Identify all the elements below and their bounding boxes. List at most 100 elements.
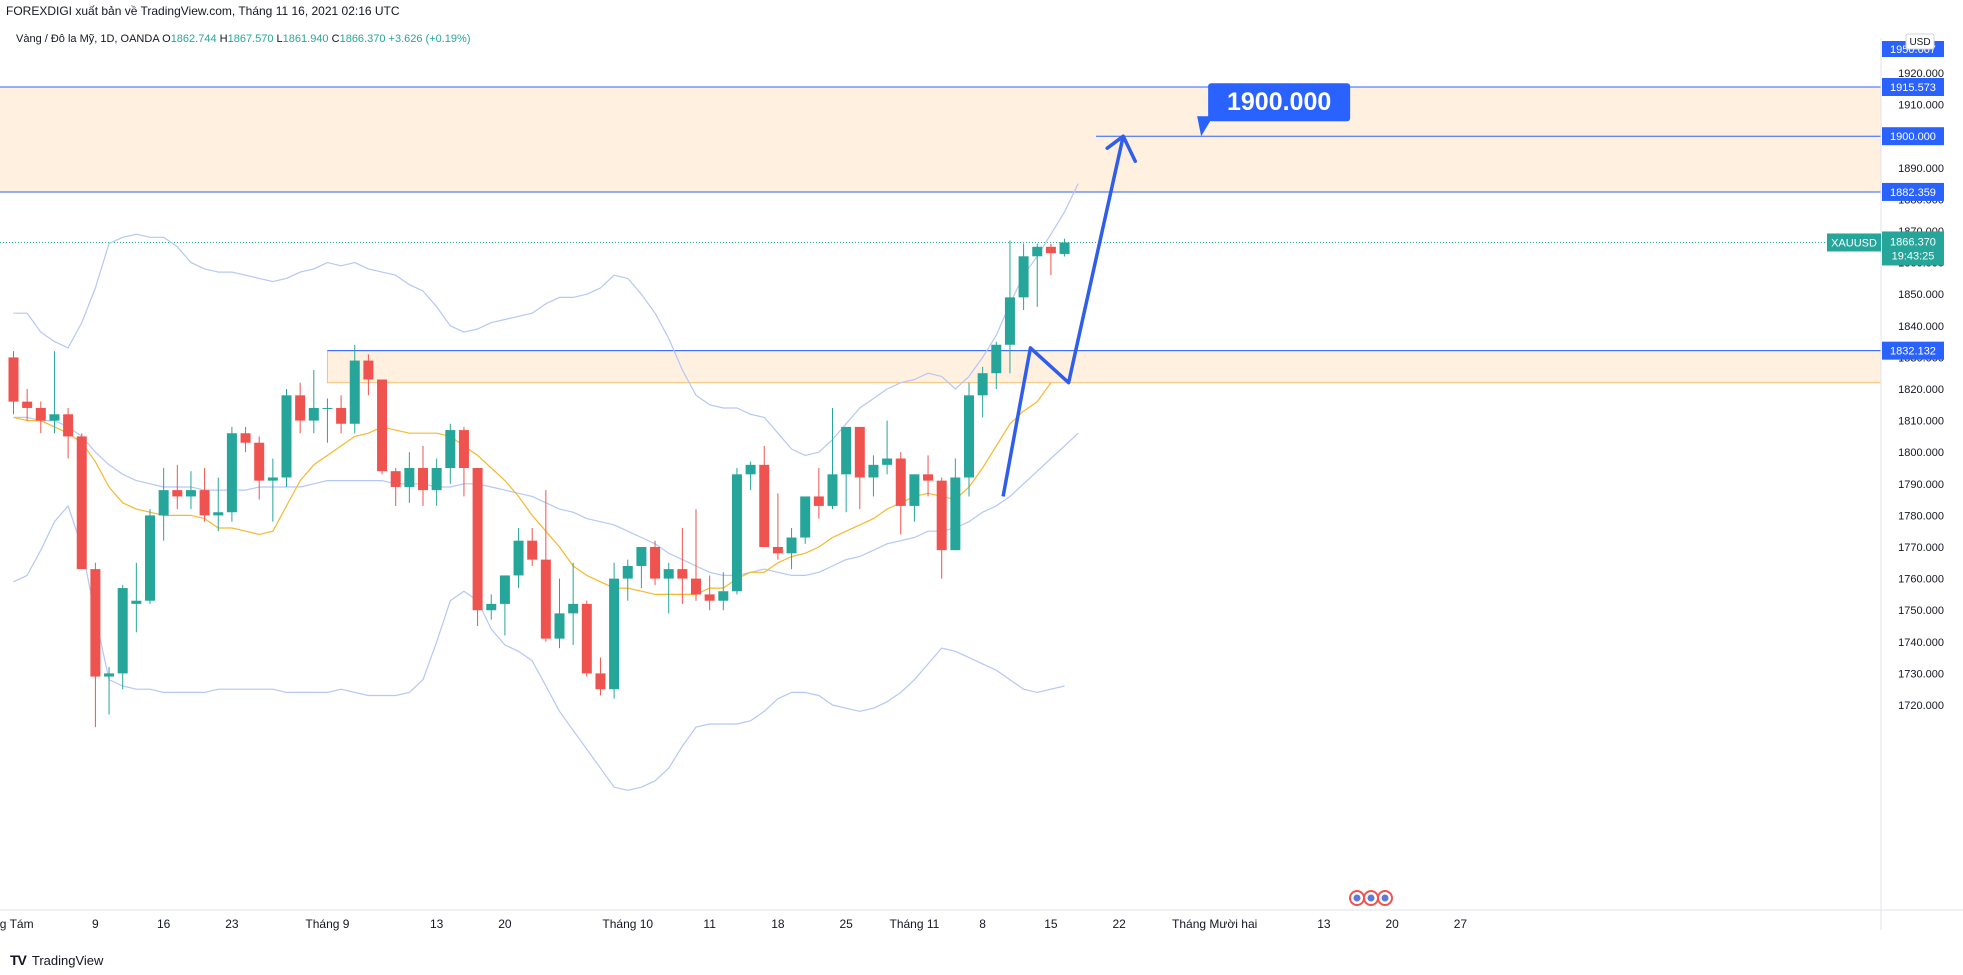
candle-body [377,379,388,472]
price-tick-label: 1770.000 [1898,542,1944,554]
candle-body [1045,246,1056,254]
projection-arrowhead [1105,134,1137,163]
candle-body [691,578,701,595]
close-value: 1866.370 [339,33,386,45]
candle-body [731,474,742,592]
symbol-badge: XAUUSD [1831,237,1877,249]
candle-body [404,468,415,487]
date-tick-label: 22 [1112,917,1126,931]
resistance-zone [0,86,1881,192]
candle-body [363,360,374,380]
price-tick-label: 1780.000 [1898,510,1944,522]
candle-body [882,458,893,465]
target-callout-box [1208,83,1351,122]
date-tick-label: 20 [1385,917,1399,931]
publication-attribution: FOREXDIGI xuất bản về TradingView.com, T… [6,4,400,18]
date-tick-label: Tháng 10 [602,917,653,931]
candle-body [172,490,183,497]
date-tick-label: 27 [1454,917,1468,931]
candle-body [609,578,620,690]
change-value: +3.626 (+0.19%) [388,33,471,45]
candle-body [991,344,1002,374]
price-tick-label: 1840.000 [1898,321,1944,333]
date-tick-label: 9 [92,917,99,931]
candle-body [1018,256,1029,298]
candle-body [964,395,974,478]
price-level-badge: 1832.132 [1890,346,1936,358]
candle-body [595,673,606,690]
candle-body [104,673,115,677]
currency-badge: USD [1909,37,1930,48]
candle-body [22,401,33,408]
candle-body [786,537,797,554]
date-tick-label: 25 [839,917,853,931]
candle-body [650,547,661,579]
candle-body [63,414,74,437]
candle-body [185,490,196,497]
price-tick-label: 1800.000 [1898,447,1944,459]
candle-body [254,442,265,481]
date-tick-label: 13 [1317,917,1331,931]
close-label: C [331,33,340,45]
date-tick-label: 16 [157,917,171,931]
date-tick-label: 8 [979,917,986,931]
candle-body [226,433,237,513]
price-level-badge: 1915.573 [1890,82,1936,94]
candle-body [923,474,934,481]
candle-body [868,464,879,478]
candle-body [281,395,292,478]
candle-body [158,490,169,516]
candle-body [145,515,155,601]
candle-body [295,395,306,421]
price-level-badge: 1882.359 [1890,187,1936,199]
bollinger-lower-band [13,505,1065,791]
symbol-title: Vàng / Đô la Mỹ, 1D, OANDA [16,33,160,45]
candle-body [390,471,401,487]
date-tick-label: 23 [225,917,239,931]
candle-body [499,575,510,604]
candle-body [554,613,565,639]
candle-body [813,496,824,506]
price-tick-label: 1790.000 [1898,479,1944,491]
projection-arrow [1001,135,1125,497]
candle-body [636,547,647,566]
symbol-legend: Vàng / Đô la Mỹ, 1D, OANDA O1862.744 H18… [16,33,470,45]
candle-body [213,512,224,516]
candle-body [336,407,347,424]
price-tick-label: 1850.000 [1898,289,1944,301]
candle-body [76,436,87,570]
candle-body [527,540,538,560]
price-tick-label: 1810.000 [1898,416,1944,428]
candle-body [936,480,947,551]
date-tick-label: Tháng 11 [889,917,939,931]
candle-body [308,407,319,421]
high-value: 1867.570 [227,33,274,45]
open-value: 1862.744 [170,33,217,45]
candle-body [759,464,770,547]
price-tick-label: 1910.000 [1898,100,1944,112]
candle-body [199,490,210,516]
price-tick-label: 1740.000 [1898,637,1944,649]
currency-badge-bg [1905,33,1935,50]
candle-body [568,603,579,614]
candle-body [8,357,19,402]
footer-brand[interactable]: TV TradingView [10,949,103,971]
candle-body [418,468,428,491]
last-price-badge: 1866.370 [1890,236,1936,248]
price-level-badge: 1900.000 [1890,131,1936,143]
candle-body [827,474,838,506]
candle-body [513,540,524,576]
date-tick-label: 15 [1044,917,1058,931]
economic-event-flag-icon [1381,894,1389,902]
candle-body [472,468,483,611]
candle-body [895,458,906,506]
candle-body [540,559,551,639]
candle-body [322,407,333,409]
date-tick-label: Tháng Mười hai [1172,917,1257,931]
candle-body [677,569,688,579]
economic-event-flag-icon [1353,894,1361,902]
date-tick-label: Tháng 9 [305,917,349,931]
candle-body [718,591,729,601]
price-tick-label: 1920.000 [1898,68,1944,80]
